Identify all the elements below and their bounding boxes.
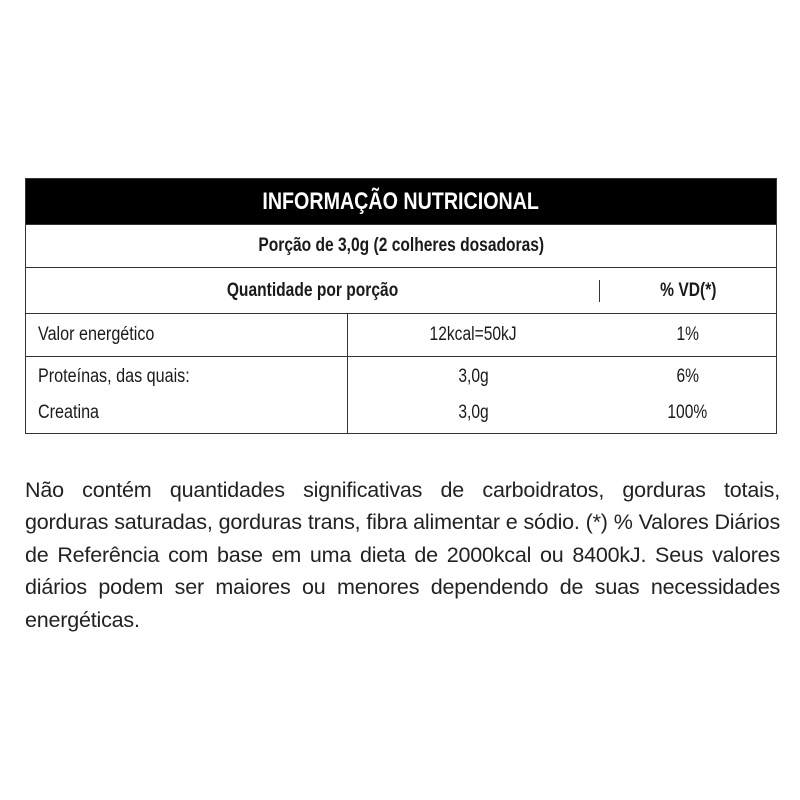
portion-row: Porção de 3,0g (2 colheres dosadoras) [26, 224, 776, 267]
table-title-row: INFORMAÇÃO NUTRICIONAL [26, 179, 776, 224]
row-label: Valor energético [38, 324, 155, 345]
table-title: INFORMAÇÃO NUTRICIONAL [262, 187, 540, 215]
portion-text: Porção de 3,0g (2 colheres dosadoras) [258, 235, 544, 256]
row-vd: 100% [667, 402, 708, 423]
footnote: Não contém quantidades significativas de… [25, 477, 780, 632]
row-vd: 6% [676, 366, 699, 387]
table-row: Valor energético 12kcal=50kJ 1% [26, 313, 776, 356]
nutrition-table: INFORMAÇÃO NUTRICIONAL Porção de 3,0g (2… [25, 178, 777, 434]
row-label: Creatina [38, 402, 100, 423]
column-header-row: Quantidade por porção % VD(*) [26, 267, 776, 313]
row-amount: 3,0g [458, 402, 489, 423]
row-label: Proteínas, das quais: [38, 366, 190, 387]
row-amount: 3,0g [458, 366, 489, 387]
row-amount: 12kcal=50kJ [429, 324, 518, 345]
row-vd: 1% [676, 324, 699, 345]
vd-header: % VD(*) [659, 279, 717, 301]
table-row-group: Proteínas, das quais: Creatina 3,0g 3,0g… [26, 356, 776, 433]
quantity-header: Quantidade por porção [226, 279, 399, 301]
